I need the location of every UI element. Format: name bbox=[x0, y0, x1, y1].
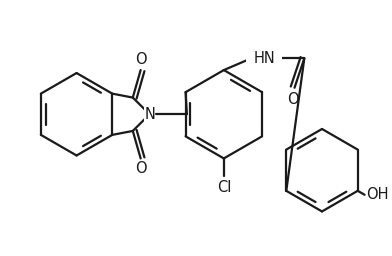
Text: O: O bbox=[135, 161, 147, 176]
Text: O: O bbox=[287, 92, 298, 107]
Text: O: O bbox=[135, 52, 147, 67]
Text: HN: HN bbox=[253, 51, 275, 66]
Text: OH: OH bbox=[367, 187, 389, 202]
Text: N: N bbox=[144, 107, 155, 122]
Text: Cl: Cl bbox=[217, 180, 231, 195]
